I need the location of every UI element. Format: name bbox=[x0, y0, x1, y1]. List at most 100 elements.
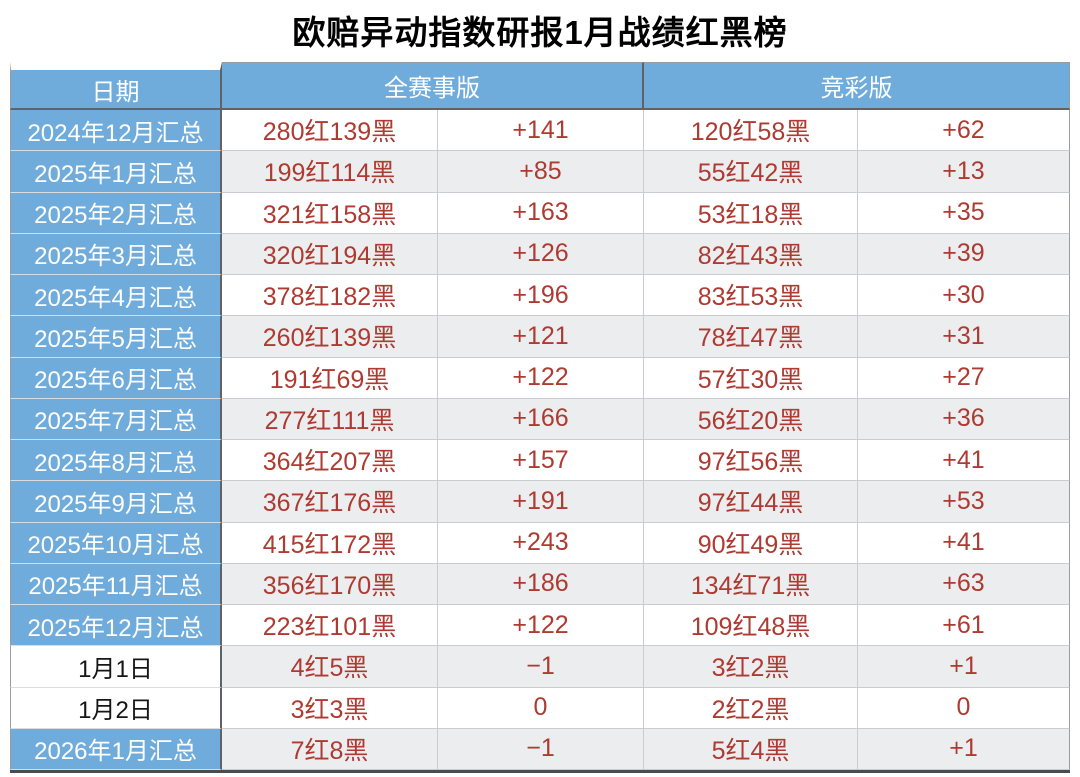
date-cell: 2025年8月汇总 bbox=[10, 440, 222, 482]
all-matches-record-cell: 277红111黑 bbox=[222, 398, 438, 440]
table-header: 日期 全赛事版 竞彩版 bbox=[10, 62, 1070, 110]
table-row: 2025年7月汇总 277红111黑 +166 56红20黑 +36 bbox=[10, 398, 1070, 440]
all-matches-record-cell: 191红69黑 bbox=[222, 357, 438, 399]
table-row: 2026年1月汇总 7红8黑 −1 5红4黑 +1 bbox=[10, 728, 1070, 770]
date-cell: 2024年12月汇总 bbox=[10, 110, 222, 152]
date-cell: 1月2日 bbox=[10, 687, 222, 729]
all-matches-record-cell: 320红194黑 bbox=[222, 233, 438, 275]
sporttery-net-cell: +35 bbox=[858, 192, 1070, 234]
sporttery-record-cell: 53红18黑 bbox=[644, 192, 858, 234]
all-matches-net-cell: +85 bbox=[438, 151, 644, 193]
date-cell: 2025年5月汇总 bbox=[10, 316, 222, 358]
table-row: 2025年5月汇总 260红139黑 +121 78红47黑 +31 bbox=[10, 316, 1070, 358]
date-cell: 2025年6月汇总 bbox=[10, 357, 222, 399]
date-cell: 2025年1月汇总 bbox=[10, 151, 222, 193]
column-header-all-matches: 全赛事版 bbox=[222, 62, 644, 110]
sporttery-net-cell: +36 bbox=[858, 398, 1070, 440]
all-matches-net-cell: +141 bbox=[438, 110, 644, 152]
date-cell: 2026年1月汇总 bbox=[10, 728, 222, 770]
date-cell: 2025年9月汇总 bbox=[10, 481, 222, 523]
all-matches-record-cell: 280红139黑 bbox=[222, 110, 438, 152]
date-cell: 2025年2月汇总 bbox=[10, 192, 222, 234]
all-matches-record-cell: 199红114黑 bbox=[222, 151, 438, 193]
all-matches-record-cell: 367红176黑 bbox=[222, 481, 438, 523]
table-row: 2025年9月汇总 367红176黑 +191 97红44黑 +53 bbox=[10, 481, 1070, 523]
date-cell: 2025年12月汇总 bbox=[10, 605, 222, 647]
sporttery-record-cell: 2红2黑 bbox=[644, 687, 858, 729]
all-matches-record-cell: 4红5黑 bbox=[222, 646, 438, 688]
sporttery-record-cell: 97红44黑 bbox=[644, 481, 858, 523]
all-matches-net-cell: +121 bbox=[438, 316, 644, 358]
page-title: 欧赔异动指数研报1月战绩红黑榜 bbox=[292, 14, 788, 51]
sporttery-record-cell: 134红71黑 bbox=[644, 563, 858, 605]
all-matches-record-cell: 356红170黑 bbox=[222, 563, 438, 605]
table-row: 2024年12月汇总 280红139黑 +141 120红58黑 +62 bbox=[10, 110, 1070, 152]
date-cell: 2025年10月汇总 bbox=[10, 522, 222, 564]
sporttery-record-cell: 57红30黑 bbox=[644, 357, 858, 399]
table-row: 2025年1月汇总 199红114黑 +85 55红42黑 +13 bbox=[10, 151, 1070, 193]
date-cell: 2025年4月汇总 bbox=[10, 275, 222, 317]
sporttery-net-cell: +53 bbox=[858, 481, 1070, 523]
sporttery-net-cell: +63 bbox=[858, 563, 1070, 605]
sporttery-record-cell: 82红43黑 bbox=[644, 233, 858, 275]
header-row: 日期 全赛事版 竞彩版 bbox=[10, 62, 1070, 110]
all-matches-net-cell: +196 bbox=[438, 275, 644, 317]
all-matches-record-cell: 415红172黑 bbox=[222, 522, 438, 564]
all-matches-net-cell: +191 bbox=[438, 481, 644, 523]
all-matches-net-cell: +186 bbox=[438, 563, 644, 605]
date-cell: 1月1日 bbox=[10, 646, 222, 688]
all-matches-net-cell: +122 bbox=[438, 605, 644, 647]
all-matches-record-cell: 223红101黑 bbox=[222, 605, 438, 647]
sporttery-record-cell: 56红20黑 bbox=[644, 398, 858, 440]
sporttery-net-cell: +31 bbox=[858, 316, 1070, 358]
table-row: 2025年2月汇总 321红158黑 +163 53红18黑 +35 bbox=[10, 192, 1070, 234]
sporttery-net-cell: +39 bbox=[858, 233, 1070, 275]
all-matches-record-cell: 3红3黑 bbox=[222, 687, 438, 729]
table-row: 2025年8月汇总 364红207黑 +157 97红56黑 +41 bbox=[10, 440, 1070, 482]
sporttery-net-cell: +41 bbox=[858, 440, 1070, 482]
column-header-sporttery: 竞彩版 bbox=[644, 62, 1070, 110]
sporttery-net-cell: +30 bbox=[858, 275, 1070, 317]
all-matches-record-cell: 7红8黑 bbox=[222, 728, 438, 770]
all-matches-net-cell: +166 bbox=[438, 398, 644, 440]
sporttery-record-cell: 97红56黑 bbox=[644, 440, 858, 482]
sporttery-net-cell: +13 bbox=[858, 151, 1070, 193]
sporttery-net-cell: +1 bbox=[858, 646, 1070, 688]
sporttery-record-cell: 109红48黑 bbox=[644, 605, 858, 647]
sporttery-net-cell: 0 bbox=[858, 687, 1070, 729]
all-matches-net-cell: +157 bbox=[438, 440, 644, 482]
all-matches-net-cell: −1 bbox=[438, 728, 644, 770]
all-matches-record-cell: 378红182黑 bbox=[222, 275, 438, 317]
all-matches-net-cell: +243 bbox=[438, 522, 644, 564]
date-cell: 2025年7月汇总 bbox=[10, 398, 222, 440]
sporttery-record-cell: 3红2黑 bbox=[644, 646, 858, 688]
table-row: 2025年10月汇总 415红172黑 +243 90红49黑 +41 bbox=[10, 522, 1070, 564]
sporttery-record-cell: 5红4黑 bbox=[644, 728, 858, 770]
all-matches-net-cell: +163 bbox=[438, 192, 644, 234]
results-table: 日期 全赛事版 竞彩版 2024年12月汇总 280红139黑 +141 120… bbox=[10, 62, 1070, 773]
all-matches-record-cell: 321红158黑 bbox=[222, 192, 438, 234]
sporttery-net-cell: +1 bbox=[858, 728, 1070, 770]
sporttery-record-cell: 90红49黑 bbox=[644, 522, 858, 564]
table-row: 2025年11月汇总 356红170黑 +186 134红71黑 +63 bbox=[10, 563, 1070, 605]
date-cell: 2025年11月汇总 bbox=[10, 563, 222, 605]
sporttery-record-cell: 83红53黑 bbox=[644, 275, 858, 317]
column-header-date: 日期 bbox=[10, 62, 222, 110]
sporttery-net-cell: +62 bbox=[858, 110, 1070, 152]
table-row: 1月2日 3红3黑 0 2红2黑 0 bbox=[10, 687, 1070, 729]
table-body: 2024年12月汇总 280红139黑 +141 120红58黑 +62 202… bbox=[10, 110, 1070, 770]
all-matches-record-cell: 260红139黑 bbox=[222, 316, 438, 358]
sporttery-record-cell: 120红58黑 bbox=[644, 110, 858, 152]
table-row: 2025年6月汇总 191红69黑 +122 57红30黑 +27 bbox=[10, 357, 1070, 399]
all-matches-record-cell: 364红207黑 bbox=[222, 440, 438, 482]
sporttery-net-cell: +27 bbox=[858, 357, 1070, 399]
table-row: 2025年4月汇总 378红182黑 +196 83红53黑 +30 bbox=[10, 275, 1070, 317]
table-row: 1月1日 4红5黑 −1 3红2黑 +1 bbox=[10, 646, 1070, 688]
sporttery-record-cell: 78红47黑 bbox=[644, 316, 858, 358]
all-matches-net-cell: 0 bbox=[438, 687, 644, 729]
table-row: 2025年12月汇总 223红101黑 +122 109红48黑 +61 bbox=[10, 605, 1070, 647]
sporttery-net-cell: +41 bbox=[858, 522, 1070, 564]
all-matches-net-cell: +122 bbox=[438, 357, 644, 399]
date-cell: 2025年3月汇总 bbox=[10, 233, 222, 275]
